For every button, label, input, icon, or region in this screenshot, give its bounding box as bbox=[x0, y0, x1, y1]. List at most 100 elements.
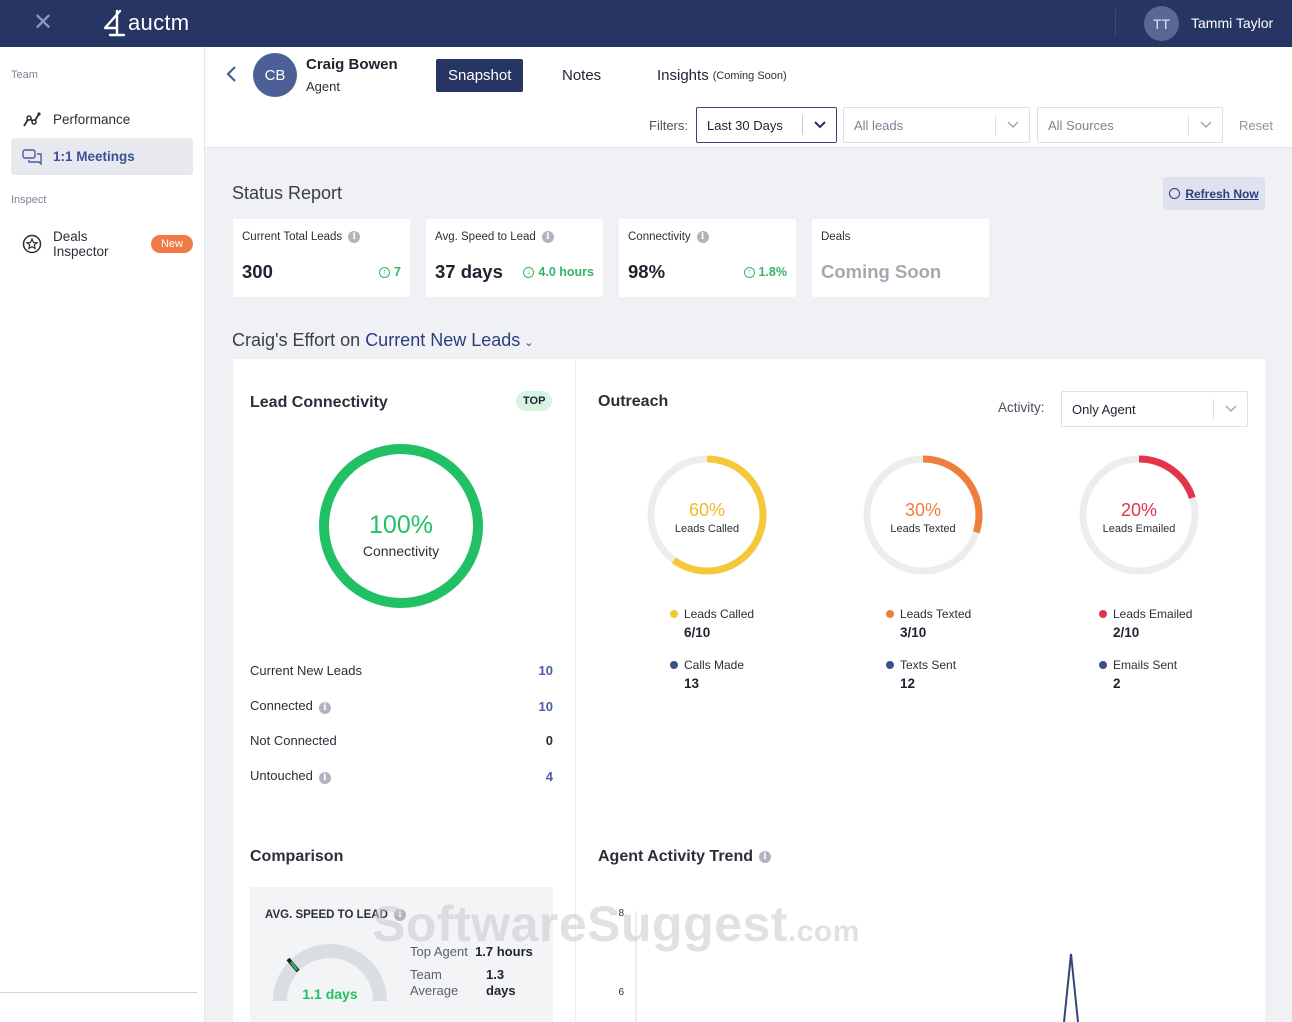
kv-connected: Connected i 10 bbox=[250, 698, 553, 714]
select-value: Last 30 Days bbox=[707, 117, 783, 133]
team-value-line1: 1.3 bbox=[486, 967, 505, 982]
info-icon[interactable]: i bbox=[758, 851, 771, 863]
top-agent-row: Top Agent 1.7 hours bbox=[410, 944, 533, 959]
chevron-down-icon bbox=[1188, 115, 1222, 135]
stat-value: Coming Soon bbox=[821, 261, 942, 282]
kv-value[interactable]: 10 bbox=[538, 663, 553, 678]
sidebar: Team Performance 1:1 Meetings Inspect De… bbox=[0, 47, 205, 1022]
team-label-line2: Average bbox=[410, 983, 459, 998]
activity-select[interactable]: Only Agent bbox=[1061, 391, 1248, 427]
top-badge: TOP bbox=[516, 391, 553, 411]
chevron-down-icon[interactable]: ⌄ bbox=[524, 337, 534, 349]
info-icon[interactable]: i bbox=[348, 231, 361, 243]
sidebar-item-label: Performance bbox=[53, 112, 131, 127]
info-icon[interactable]: i bbox=[393, 909, 406, 921]
stat-delta: ↑ 1.8% bbox=[743, 265, 787, 279]
star-badge-icon bbox=[22, 234, 42, 254]
stat-value: 37 days bbox=[435, 261, 503, 282]
back-chevron-icon[interactable] bbox=[225, 64, 237, 90]
stat-delta-value: 7 bbox=[394, 265, 401, 279]
kv-label: Current New Leads bbox=[250, 663, 362, 678]
reset-button[interactable]: Reset bbox=[1239, 118, 1273, 133]
outreach-title: Outreach bbox=[598, 393, 669, 410]
legend-dot bbox=[670, 661, 678, 669]
comparison-card: AVG. SPEED TO LEAD i 1.1 days Top Agent 1… bbox=[250, 887, 553, 1022]
date-range-select[interactable]: Last 30 Days bbox=[696, 107, 837, 143]
tab-notes[interactable]: Notes bbox=[562, 59, 601, 92]
chevron-down-icon bbox=[1213, 399, 1247, 419]
stat-value: 300 bbox=[242, 261, 273, 282]
stat-value: 98% bbox=[628, 261, 666, 282]
activity-label: Activity: bbox=[998, 400, 1045, 415]
arrow-down-icon: ↓ bbox=[523, 266, 535, 278]
kv-value[interactable]: 10 bbox=[538, 698, 553, 714]
sidebar-section-team: Team bbox=[11, 69, 38, 81]
trend-title-text: Agent Activity Trend bbox=[598, 848, 753, 865]
ring-label: Leads Texted bbox=[890, 523, 955, 535]
info-icon[interactable]: i bbox=[318, 702, 331, 714]
outreach-ring-texted: 30% Leads Texted bbox=[863, 455, 983, 575]
kv-untouched: Untouched i 4 bbox=[250, 768, 553, 784]
refresh-now-button[interactable]: Refresh Now bbox=[1163, 177, 1265, 210]
panel-divider bbox=[575, 359, 576, 1022]
sidebar-item-deals-inspector[interactable]: Deals Inspector New bbox=[11, 225, 193, 262]
sidebar-item-meetings[interactable]: 1:1 Meetings bbox=[11, 138, 193, 175]
tab-label: Snapshot bbox=[448, 67, 512, 84]
tab-insights[interactable]: Insights (Coming Soon) bbox=[657, 59, 787, 92]
ring-percent: 100% bbox=[369, 511, 433, 539]
legend-dot bbox=[1099, 610, 1107, 618]
watermark: SoftwareSuggest.com bbox=[372, 895, 860, 953]
kv-label-wrap: Untouched i bbox=[250, 768, 331, 784]
legend-dot bbox=[886, 661, 894, 669]
user-avatar[interactable]: TT bbox=[1144, 6, 1179, 41]
stat-label: Deals bbox=[821, 231, 851, 243]
info-icon[interactable]: i bbox=[541, 231, 554, 243]
kv-label: Connected bbox=[250, 698, 313, 713]
sidebar-item-label: 1:1 Meetings bbox=[53, 149, 135, 164]
speed-gauge: 1.1 days bbox=[273, 944, 387, 1002]
sidebar-item-performance[interactable]: Performance bbox=[11, 101, 193, 138]
legend-calls-made: Calls Made 13 bbox=[670, 658, 744, 691]
arrow-up-icon: ↑ bbox=[379, 266, 391, 278]
gauge-value: 1.1 days bbox=[302, 986, 357, 1002]
tab-snapshot[interactable]: Snapshot bbox=[436, 59, 524, 92]
info-icon[interactable]: i bbox=[696, 231, 709, 243]
close-icon[interactable]: ✕ bbox=[32, 9, 54, 36]
stat-label: Connectivity bbox=[628, 231, 691, 243]
select-value: Only Agent bbox=[1072, 401, 1136, 417]
ring-percent: 30% bbox=[905, 500, 941, 520]
select-value: All Sources bbox=[1048, 117, 1114, 133]
app-logo[interactable]: auctm bbox=[100, 8, 189, 38]
trend-icon bbox=[22, 110, 42, 130]
kv-not-connected: Not Connected 0 bbox=[250, 733, 553, 748]
ring-progress bbox=[319, 444, 483, 608]
ring-progress bbox=[863, 455, 983, 575]
leads-select[interactable]: All leads bbox=[843, 107, 1030, 143]
effort-leads-dropdown[interactable]: Current New Leads bbox=[365, 330, 521, 350]
stat-delta-value: 4.0 hours bbox=[538, 265, 594, 279]
outreach-ring-emailed: 20% Leads Emailed bbox=[1079, 455, 1199, 575]
user-name[interactable]: Tammi Taylor bbox=[1191, 15, 1274, 31]
connectivity-ring: 100% Connectivity bbox=[319, 444, 483, 608]
metric-label-text: AVG. SPEED TO LEAD bbox=[265, 909, 388, 921]
ring-progress bbox=[647, 455, 767, 575]
ring-progress bbox=[1079, 455, 1199, 575]
kv-value: 0 bbox=[545, 733, 553, 748]
legend-label: Calls Made bbox=[684, 658, 745, 672]
top-agent-value: 1.7 hours bbox=[475, 944, 533, 959]
legend-texts-sent: Texts Sent 12 bbox=[886, 658, 956, 691]
legend-value: 2 bbox=[1113, 676, 1121, 691]
ring-label: Leads Emailed bbox=[1103, 523, 1176, 535]
chat-icon bbox=[22, 147, 42, 167]
legend-value: 13 bbox=[684, 676, 700, 691]
ring-label: Connectivity bbox=[363, 543, 439, 559]
sidebar-item-label: Deals Inspector bbox=[53, 228, 109, 259]
sources-select[interactable]: All Sources bbox=[1037, 107, 1223, 143]
kv-value[interactable]: 4 bbox=[545, 768, 553, 784]
comparison-metric-label: AVG. SPEED TO LEAD i bbox=[265, 909, 406, 921]
legend-dot bbox=[886, 610, 894, 618]
chevron-down-icon bbox=[995, 115, 1029, 135]
team-average-row: Team Average bbox=[410, 967, 458, 999]
info-icon[interactable]: i bbox=[318, 772, 331, 784]
comparison-title: Comparison bbox=[250, 848, 344, 865]
